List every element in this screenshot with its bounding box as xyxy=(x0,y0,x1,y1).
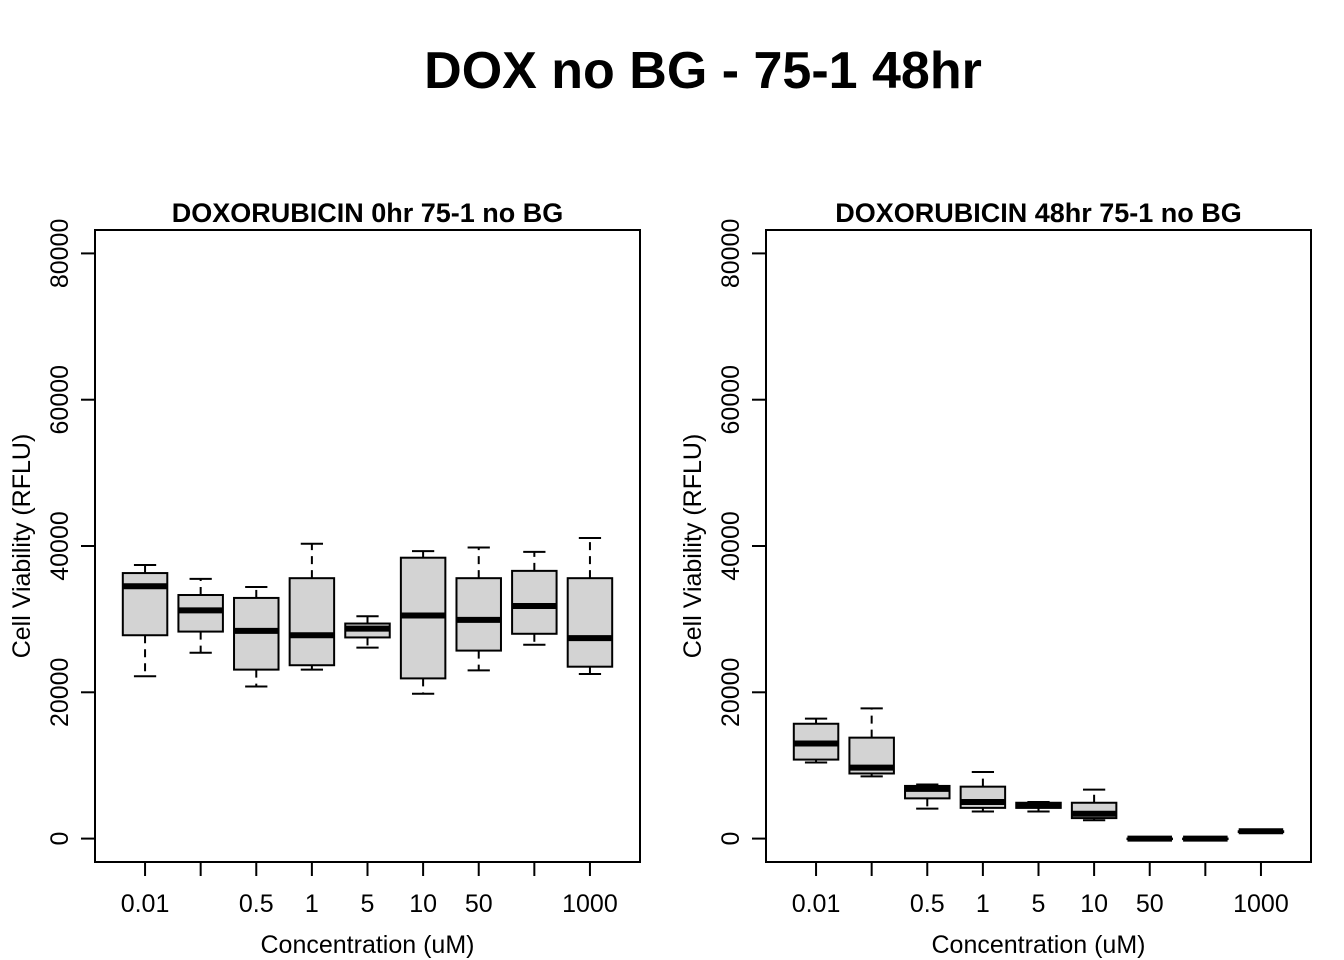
box-5 xyxy=(1070,788,1118,822)
box-body xyxy=(566,577,614,668)
y-tick-label: 60000 xyxy=(717,365,745,435)
x-tick-label: 10 xyxy=(1080,890,1108,918)
y-tick-label: 80000 xyxy=(717,219,745,289)
x-tick-label: 50 xyxy=(465,890,493,918)
x-tick-label: 0.5 xyxy=(239,890,274,918)
x-tick-label: 0.01 xyxy=(792,890,841,918)
x-tick-label: 1000 xyxy=(1233,890,1289,918)
y-tick-label: 40000 xyxy=(717,511,745,581)
box-7 xyxy=(1182,835,1229,842)
box-0 xyxy=(121,564,169,678)
x-tick-label: 0.5 xyxy=(910,890,945,918)
y-tick-label: 20000 xyxy=(717,658,745,728)
box-6 xyxy=(1126,835,1173,842)
box-0 xyxy=(792,717,840,764)
x-tick-label: 1000 xyxy=(562,890,618,918)
plot-frame xyxy=(765,229,1312,863)
box-2 xyxy=(904,783,951,810)
x-tick-label: 1 xyxy=(976,890,990,918)
box-4 xyxy=(1015,801,1062,813)
box-4 xyxy=(344,615,391,649)
panel-0: DOXORUBICIN 0hr 75-1 no BG 0 20000 40000 600… xyxy=(8,198,641,959)
box-1 xyxy=(177,577,224,654)
x-axis-label: Concentration (uM) xyxy=(932,931,1146,959)
plot-frame xyxy=(94,229,641,863)
y-tick-label: 0 xyxy=(46,832,74,846)
x-tick-label: 5 xyxy=(361,890,375,918)
y-tick-label: 0 xyxy=(717,832,745,846)
y-tick-label: 40000 xyxy=(46,511,74,581)
box-body xyxy=(511,569,558,635)
y-tick-label: 20000 xyxy=(46,658,74,728)
panel-title: DOXORUBICIN 0hr 75-1 no BG xyxy=(172,198,564,228)
panel-1: DOXORUBICIN 48hr 75-1 no BG 0 20000 40000 60… xyxy=(679,198,1312,959)
y-axis-label: Cell Viability (RFLU) xyxy=(679,434,707,659)
box-6 xyxy=(455,546,502,672)
x-tick-label: 50 xyxy=(1136,890,1164,918)
panel-title: DOXORUBICIN 48hr 75-1 no BG xyxy=(835,198,1242,228)
box-body xyxy=(455,577,502,652)
y-tick-label: 80000 xyxy=(46,219,74,289)
box-3 xyxy=(959,771,1007,813)
box-8 xyxy=(566,536,614,676)
x-axis-label: Concentration (uM) xyxy=(261,931,475,959)
box-7 xyxy=(511,550,558,646)
y-tick-label: 60000 xyxy=(46,365,74,435)
figure-title: DOX no BG - 75-1 48hr xyxy=(424,42,982,100)
x-tick-label: 5 xyxy=(1032,890,1046,918)
x-tick-label: 0.01 xyxy=(121,890,170,918)
box-1 xyxy=(848,707,895,778)
box-3 xyxy=(288,542,336,671)
box-2 xyxy=(233,585,280,688)
box-body xyxy=(121,572,169,637)
y-axis-label: Cell Viability (RFLU) xyxy=(8,434,36,659)
box-8 xyxy=(1237,828,1285,835)
x-tick-label: 1 xyxy=(305,890,319,918)
box-body xyxy=(288,577,336,667)
x-tick-label: 10 xyxy=(409,890,437,918)
box-5 xyxy=(399,550,447,695)
